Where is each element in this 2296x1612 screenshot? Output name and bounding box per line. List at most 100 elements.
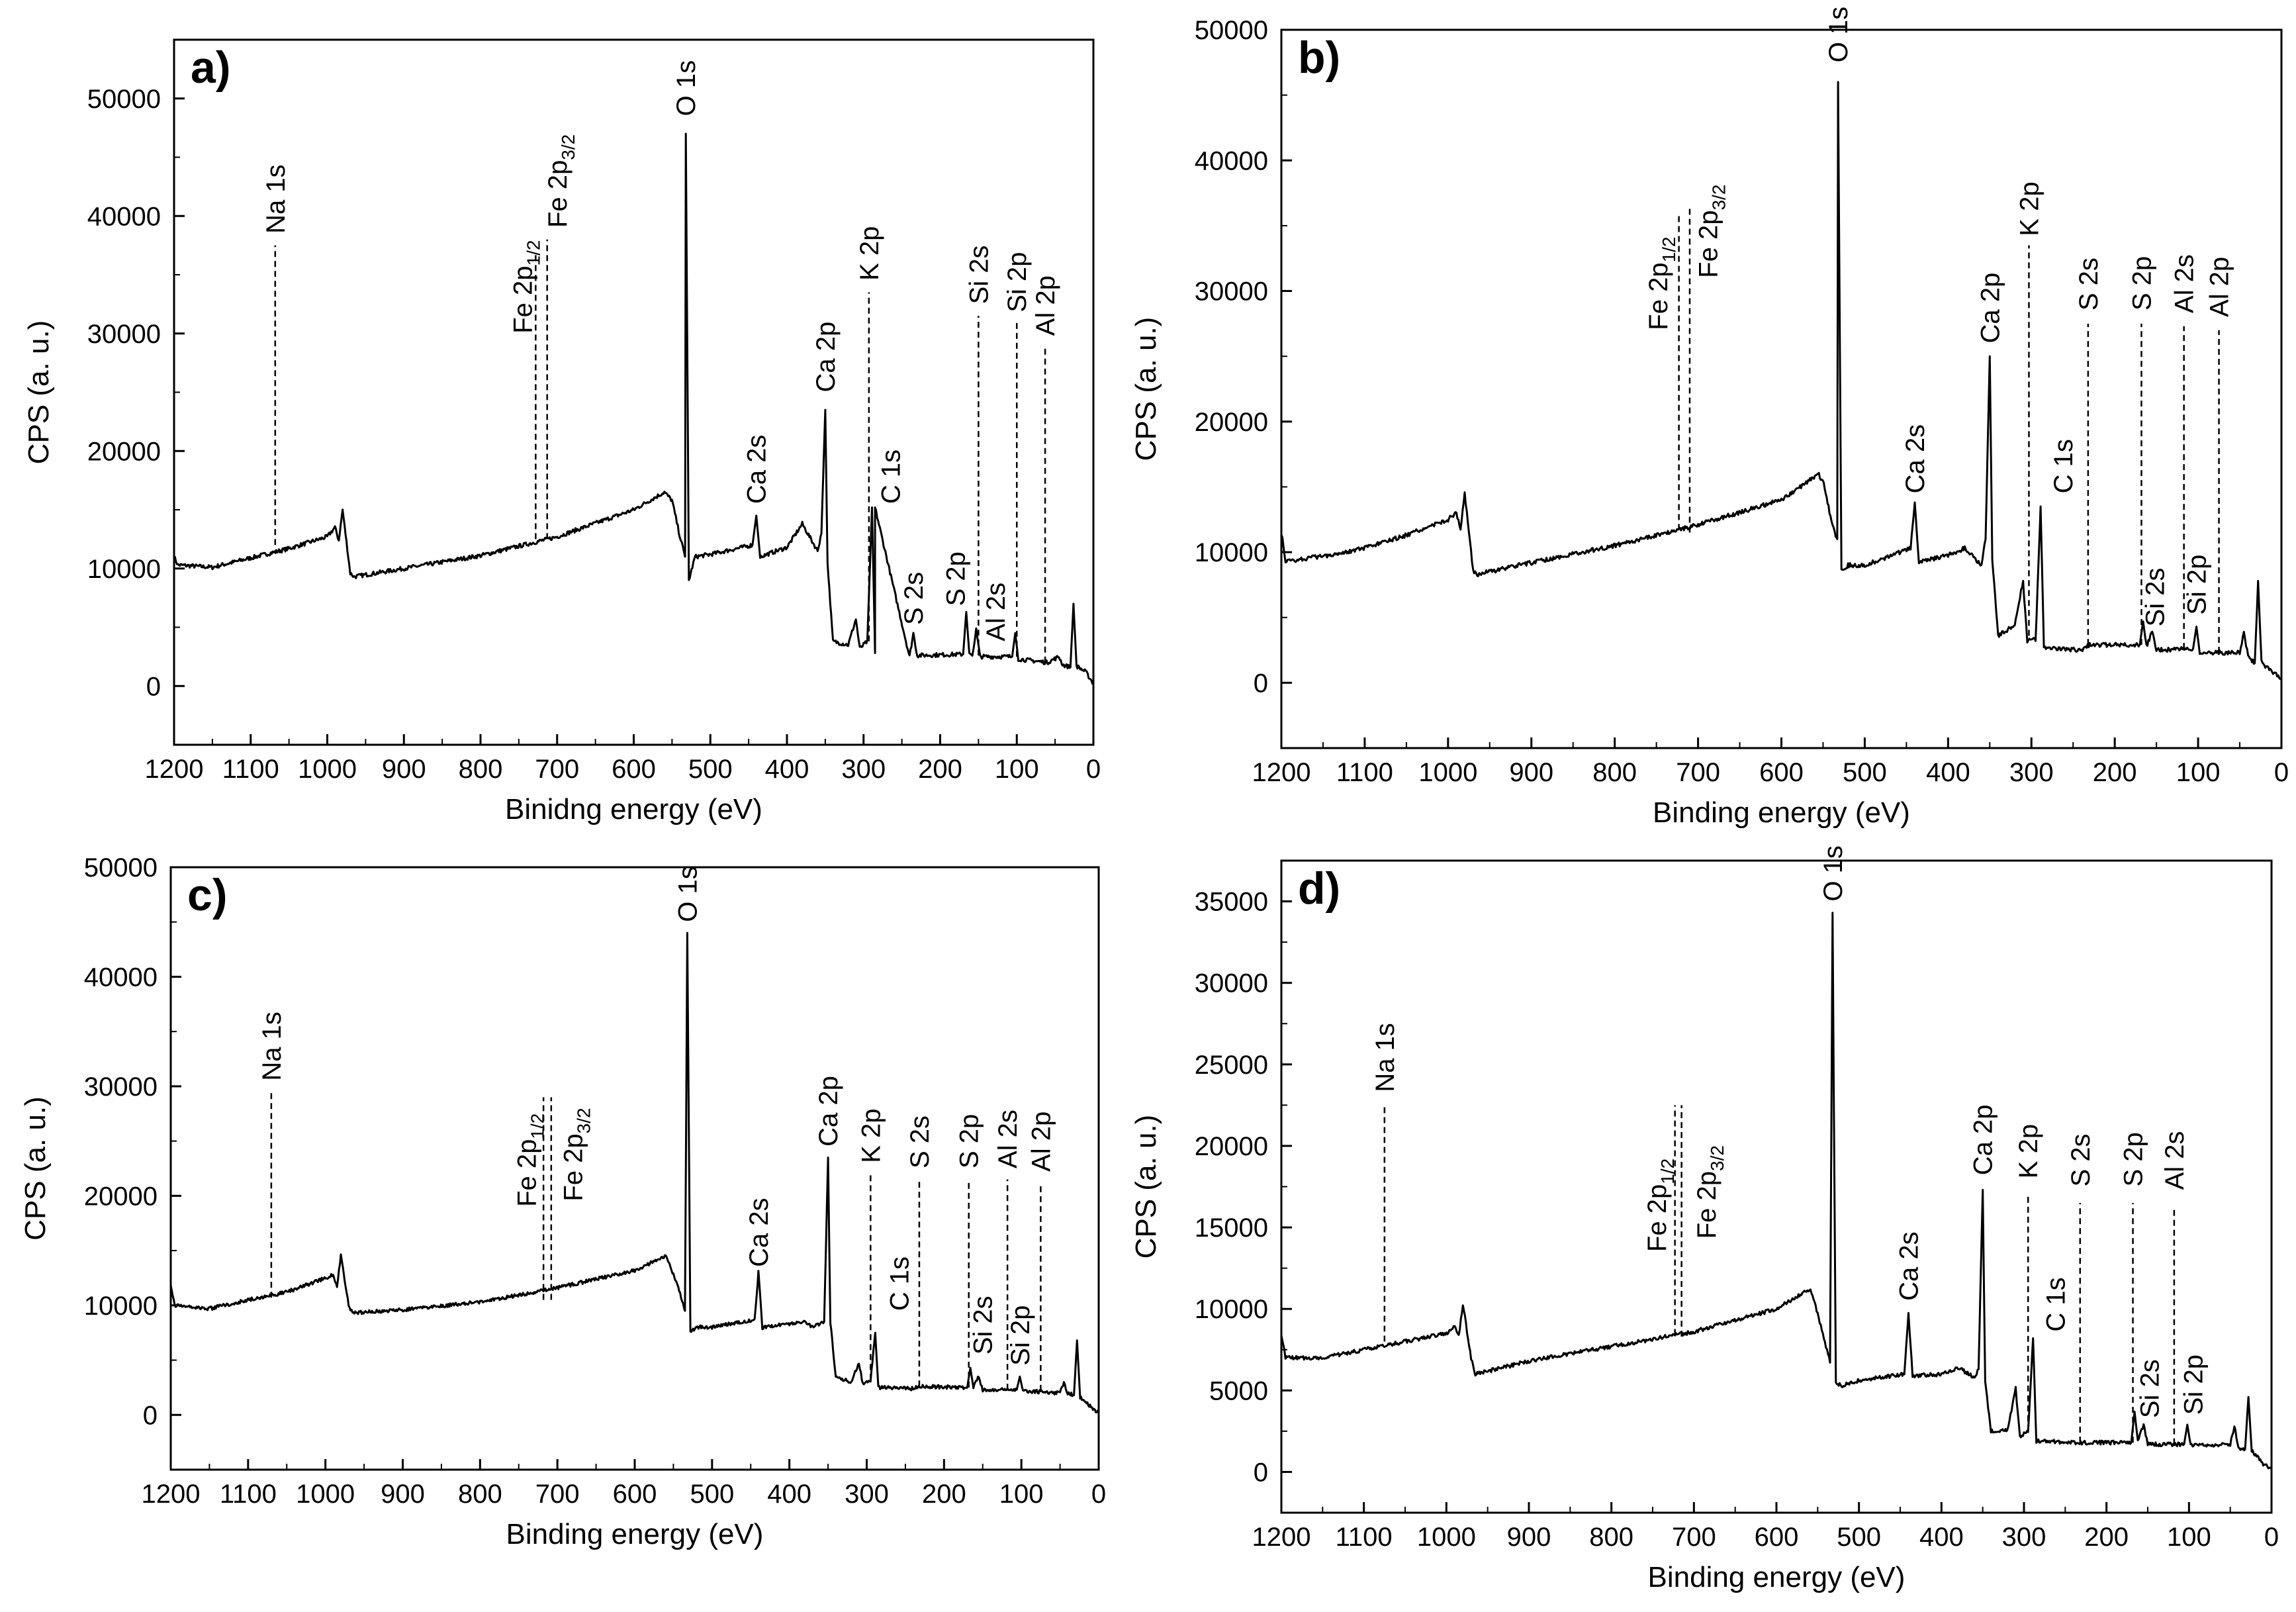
y-tick-label: 10000 bbox=[84, 1292, 158, 1321]
peak-label-text: Al 2p bbox=[2205, 257, 2234, 317]
peak-label-o1s: O 1s bbox=[1824, 7, 1853, 62]
peak-label-text: Fe 2p bbox=[1643, 1184, 1672, 1252]
peak-label-al2p: Al 2p bbox=[1027, 1112, 1056, 1172]
x-tick-label: 800 bbox=[458, 1480, 502, 1509]
peak-label-text: Al 2p bbox=[1031, 275, 1060, 336]
panel-label: a) bbox=[191, 42, 230, 93]
peak-label-o1s: O 1s bbox=[1819, 845, 1848, 901]
spectrum-line bbox=[169, 931, 1100, 1413]
x-tick-label: 1000 bbox=[1417, 1523, 1476, 1552]
peak-label-ca2p: Ca 2p bbox=[1969, 1105, 1998, 1176]
peak-label-text: S 2p bbox=[2127, 256, 2156, 310]
peak-label-text: Si 2s bbox=[2141, 568, 2170, 627]
y-tick-label: 30000 bbox=[1195, 969, 1268, 998]
x-tick-label: 1100 bbox=[1336, 758, 1393, 787]
peak-label-text: C 1s bbox=[2041, 1277, 2070, 1331]
peak-label-si2s: Si 2s bbox=[2135, 1359, 2164, 1418]
x-tick-label: 800 bbox=[459, 755, 503, 784]
peak-label-text: Al 2s bbox=[2160, 1131, 2189, 1190]
peak-label-text: Ca 2p bbox=[1976, 273, 2005, 344]
y-tick-label: 40000 bbox=[1195, 146, 1268, 175]
peak-label-text: K 2p bbox=[2015, 181, 2044, 236]
peak-label-ca2p: Ca 2p bbox=[814, 1076, 843, 1147]
y-axis-label: CPS (a. u.) bbox=[19, 1096, 52, 1241]
x-tick-label: 300 bbox=[845, 1480, 889, 1509]
peak-label-si2s: Si 2s bbox=[969, 1296, 998, 1354]
panel-b: 1200 1100 1000 900 800 700 600 500 400 300 200 100 0… bbox=[1130, 7, 2289, 829]
x-tick-label: 1000 bbox=[1418, 758, 1477, 787]
peak-label-na1s: Na 1s bbox=[1371, 1023, 1400, 1092]
peak-label-text: C 1s bbox=[886, 1256, 915, 1311]
y-tick-label: 50000 bbox=[87, 85, 161, 114]
peak-label-al2p: Al 2p bbox=[1031, 275, 1060, 336]
peak-label-text: S 2p bbox=[955, 1114, 984, 1168]
peak-label-text: Si 2p bbox=[1006, 1305, 1035, 1366]
x-axis-label: Binding energy (eV) bbox=[1653, 796, 1910, 829]
peak-label-si2s: Si 2s bbox=[964, 245, 993, 304]
x-tick-label: 100 bbox=[999, 1480, 1044, 1509]
peak-label-k2p: K 2p bbox=[855, 226, 884, 281]
peak-label-fe2p12: Fe 2p1/2 bbox=[512, 1114, 547, 1207]
peak-label-subscript: 1/2 bbox=[527, 1114, 547, 1139]
peak-label-text: Fe 2p bbox=[543, 160, 573, 228]
peak-label-text: Fe 2p bbox=[1692, 1171, 1722, 1239]
peak-label-s2s: S 2s bbox=[905, 1115, 935, 1168]
x-tick-label: 300 bbox=[841, 755, 886, 784]
y-tick-label: 30000 bbox=[87, 320, 161, 349]
peak-label-al2s: Al 2s bbox=[2170, 254, 2199, 313]
x-tick-label: 400 bbox=[1926, 758, 1970, 787]
x-tick-label: 600 bbox=[613, 1480, 657, 1509]
peak-label-text: K 2p bbox=[856, 1108, 886, 1162]
peak-label-text: S 2s bbox=[899, 572, 929, 625]
peak-label-text: Si 2s bbox=[964, 245, 993, 304]
y-axis-label: CPS (a. u.) bbox=[23, 320, 55, 465]
peak-label-text: S 2p bbox=[2119, 1132, 2148, 1186]
plot-frame bbox=[1280, 28, 2283, 749]
peak-label-text: Si 2s bbox=[969, 1296, 998, 1354]
x-tick-label: 200 bbox=[918, 755, 962, 784]
x-axis-label: Binidng energy (eV) bbox=[505, 793, 762, 826]
peak-label-text: Fe 2p bbox=[509, 265, 538, 333]
panel-a: 1200 1100 1000 900 800 700 600 500 400 300 200 100 0… bbox=[23, 38, 1101, 826]
x-tick-label: 900 bbox=[1509, 758, 1553, 787]
y-tick-label: 20000 bbox=[87, 437, 161, 466]
peak-label-fe2p32: Fe 2p3/2 bbox=[1694, 185, 1729, 278]
peak-label-text: Al 2s bbox=[2170, 254, 2199, 313]
peak-label-subscript: 3/2 bbox=[1709, 185, 1729, 211]
peak-label-text: S 2s bbox=[2066, 1133, 2095, 1186]
x-tick-label: 1100 bbox=[220, 1480, 277, 1509]
x-tick-label: 100 bbox=[2176, 758, 2221, 787]
peak-label-text: Ca 2p bbox=[1969, 1105, 1998, 1176]
y-tick-label: 0 bbox=[1254, 669, 1268, 698]
x-tick-label: 800 bbox=[1589, 1523, 1633, 1552]
x-tick-label: 900 bbox=[382, 755, 426, 784]
peak-label-subscript: 3/2 bbox=[558, 134, 578, 160]
peak-label-text: Ca 2p bbox=[811, 322, 841, 393]
y-tick-label: 15000 bbox=[1195, 1213, 1268, 1243]
peak-label-text: Si 2p bbox=[1003, 252, 1032, 312]
x-tick-label: 700 bbox=[1676, 758, 1720, 787]
x-tick-label: 1000 bbox=[296, 1480, 355, 1509]
x-tick-label: 600 bbox=[1759, 758, 1804, 787]
peak-label-fe2p32: Fe 2p3/2 bbox=[543, 134, 578, 228]
y-tick-label: 20000 bbox=[84, 1182, 158, 1211]
y-tick-label: 50000 bbox=[1195, 16, 1268, 45]
peak-label-k2p: K 2p bbox=[2014, 1124, 2043, 1178]
plot-frame bbox=[173, 38, 1095, 746]
peak-label-o1s: O 1s bbox=[673, 866, 702, 922]
peak-label-text: S 2s bbox=[2074, 258, 2103, 310]
y-tick-label: 5000 bbox=[1209, 1376, 1268, 1405]
y-tick-label: 40000 bbox=[84, 963, 158, 992]
peak-label-c1s: C 1s bbox=[2041, 1277, 2070, 1331]
peak-label-al2s: Al 2s bbox=[993, 1110, 1023, 1168]
peak-label-ca2s: Ca 2s bbox=[745, 1198, 774, 1267]
y-tick-label: 20000 bbox=[1195, 1132, 1268, 1161]
peak-label-na1s: Na 1s bbox=[261, 164, 291, 234]
peak-label-k2p: K 2p bbox=[2015, 181, 2044, 236]
peak-label-text: Si 2p bbox=[2180, 1354, 2209, 1415]
peak-label-si2p: Si 2p bbox=[2183, 555, 2212, 615]
y-tick-label: 0 bbox=[146, 672, 161, 701]
x-tick-label: 0 bbox=[1091, 1480, 1106, 1509]
peak-label-al2s: Al 2s bbox=[2160, 1131, 2189, 1190]
